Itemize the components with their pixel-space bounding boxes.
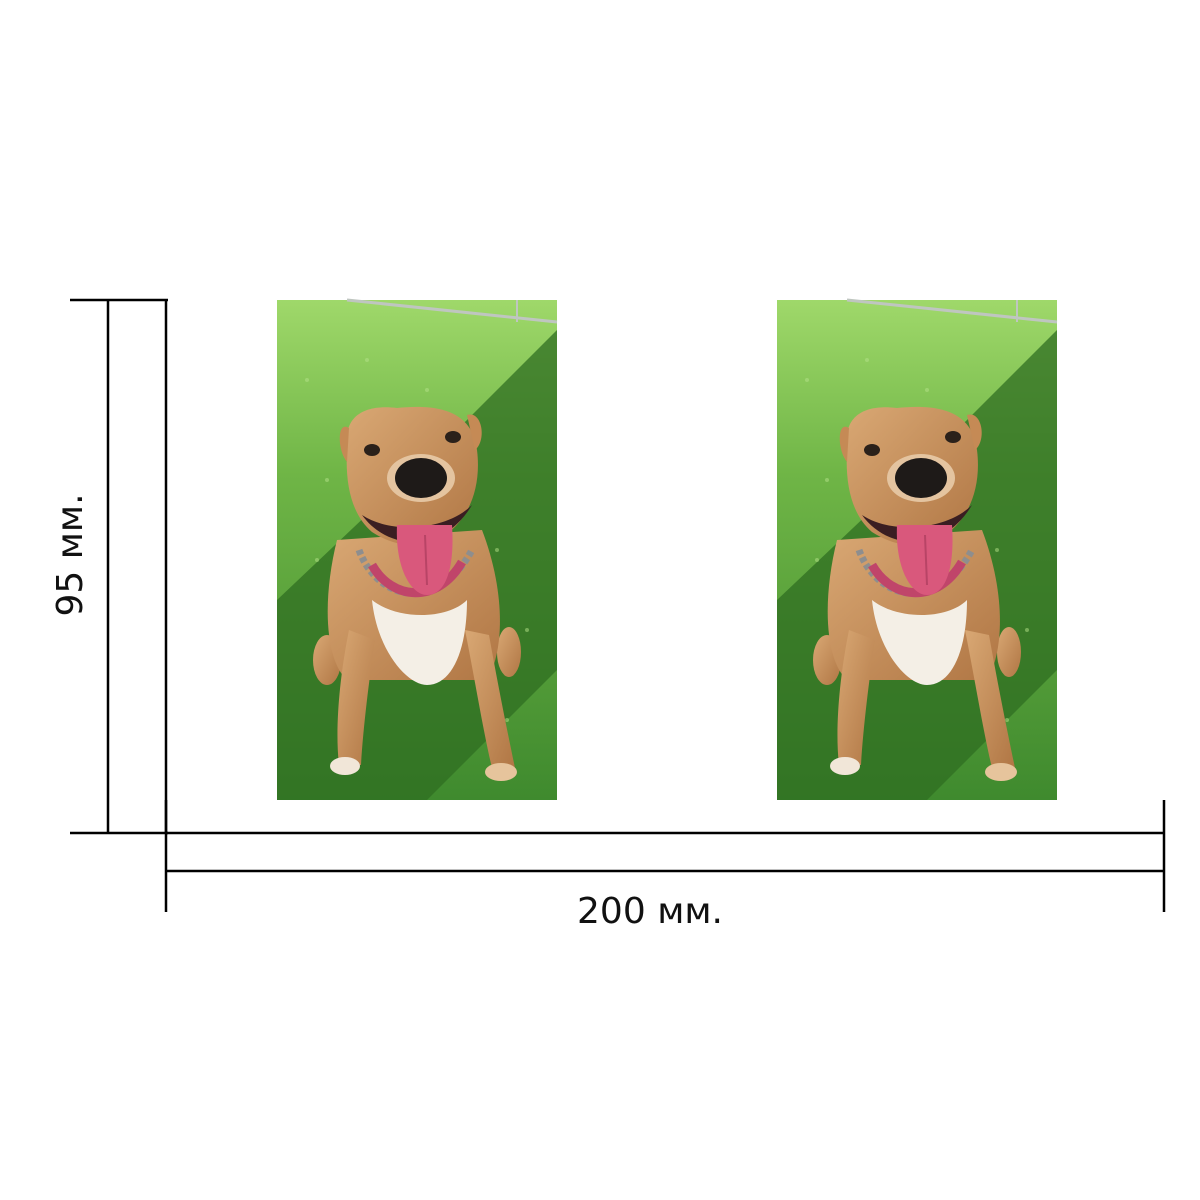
photo-panel-left [277, 300, 557, 800]
height-dimension [70, 298, 168, 835]
photo-panel-right [777, 300, 1057, 800]
width-label: 200 мм. [577, 891, 723, 932]
height-label: 95 мм. [50, 493, 91, 616]
width-dimension [164, 800, 1166, 912]
